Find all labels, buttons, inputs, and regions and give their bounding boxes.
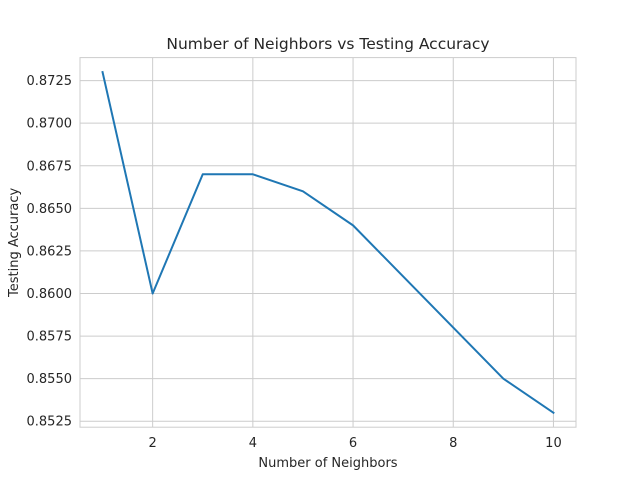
- y-tick-label: 0.8550: [27, 372, 73, 387]
- y-tick-label: 0.8575: [27, 330, 73, 345]
- y-tick-label: 0.8525: [27, 415, 73, 430]
- x-tick-labels: 2 4 6 8 10: [149, 436, 562, 451]
- x-tick-label: 8: [449, 436, 457, 451]
- x-axis-label: Number of Neighbors: [258, 456, 397, 471]
- y-tick-label: 0.8725: [27, 74, 73, 89]
- x-tick-label: 10: [545, 436, 562, 451]
- plot-frame: [79, 57, 577, 428]
- y-tick-label: 0.8700: [27, 117, 73, 132]
- y-tick-label: 0.8625: [27, 244, 73, 259]
- x-gridlines: [152, 57, 554, 428]
- x-tick-label: 6: [349, 436, 357, 451]
- y-tick-labels: 0.8525 0.8550 0.8575 0.8600 0.8625 0.8650 0.86…: [27, 74, 73, 430]
- y-tick-label: 0.8650: [27, 202, 73, 217]
- y-gridlines: [80, 80, 576, 422]
- y-tick-label: 0.8600: [27, 287, 73, 302]
- series-layer: [101, 70, 555, 415]
- y-axis-label: Testing Accuracy: [7, 188, 22, 298]
- x-tick-label: 2: [149, 436, 157, 451]
- chart-title: Number of Neighbors vs Testing Accuracy: [166, 35, 489, 53]
- x-tick-label: 4: [249, 436, 257, 451]
- y-tick-label: 0.8675: [27, 159, 73, 174]
- series-line: [101, 70, 555, 415]
